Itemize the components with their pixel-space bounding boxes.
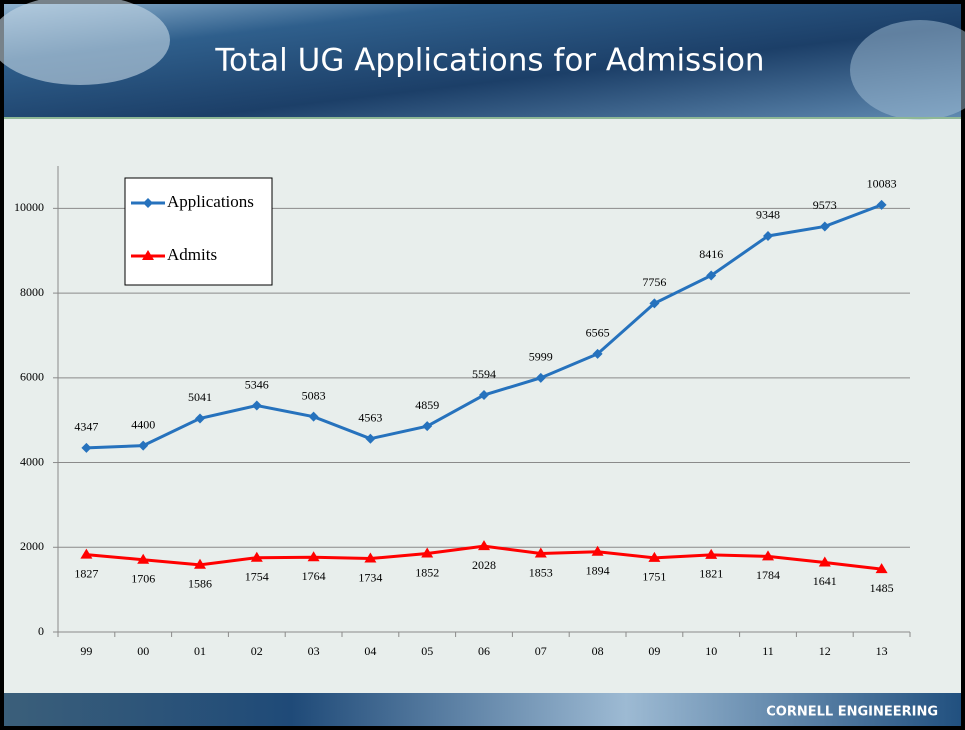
data-label: 1754 bbox=[245, 569, 269, 583]
data-point bbox=[763, 230, 773, 241]
data-label: 5083 bbox=[302, 388, 326, 402]
data-label: 10083 bbox=[867, 177, 897, 191]
data-point bbox=[422, 421, 433, 432]
y-tick-label: 4000 bbox=[20, 454, 44, 468]
data-point bbox=[535, 372, 546, 383]
data-point bbox=[251, 400, 262, 411]
data-label: 5594 bbox=[472, 367, 496, 381]
data-point bbox=[478, 540, 490, 551]
banner-cloud bbox=[850, 20, 965, 120]
data-label: 8416 bbox=[699, 247, 723, 261]
data-label: 9573 bbox=[813, 198, 837, 212]
data-label: 5346 bbox=[245, 377, 269, 391]
y-tick-label: 6000 bbox=[20, 370, 44, 384]
data-label: 1751 bbox=[642, 570, 666, 584]
data-point bbox=[875, 563, 888, 574]
data-point bbox=[194, 558, 206, 569]
data-label: 1784 bbox=[756, 568, 780, 582]
data-label: 4563 bbox=[358, 410, 382, 424]
slide-title: Total UG Applications for Admission bbox=[214, 43, 764, 79]
data-point bbox=[762, 550, 774, 561]
data-point bbox=[706, 270, 717, 281]
y-tick-label: 8000 bbox=[20, 285, 44, 299]
footer-text: CORNELL ENGINEERING bbox=[766, 705, 938, 720]
data-label: 1852 bbox=[415, 565, 439, 579]
data-label: 1706 bbox=[131, 571, 155, 585]
data-point bbox=[649, 298, 660, 309]
x-tick-label: 10 bbox=[705, 644, 717, 658]
data-label: 1827 bbox=[74, 566, 98, 580]
data-label: 1821 bbox=[699, 567, 723, 581]
legend-box bbox=[124, 177, 273, 286]
data-label: 9348 bbox=[756, 208, 780, 222]
data-label: 2028 bbox=[472, 558, 496, 572]
data-label: 1586 bbox=[188, 577, 212, 591]
x-tick-label: 01 bbox=[194, 644, 206, 658]
legend-label: Applications bbox=[167, 192, 254, 211]
data-point bbox=[137, 553, 150, 564]
legend-marker bbox=[143, 198, 153, 208]
x-tick-label: 03 bbox=[308, 644, 320, 658]
x-tick-label: 12 bbox=[819, 644, 831, 658]
x-tick-label: 04 bbox=[364, 644, 376, 658]
data-point bbox=[195, 413, 205, 424]
x-tick-label: 07 bbox=[535, 644, 547, 658]
data-label: 7756 bbox=[642, 275, 666, 289]
x-tick-label: 11 bbox=[762, 644, 774, 658]
x-tick-label: 00 bbox=[137, 644, 149, 658]
data-label: 1734 bbox=[358, 570, 382, 584]
data-point bbox=[876, 199, 887, 210]
data-label: 6565 bbox=[586, 326, 610, 340]
content-bg bbox=[4, 4, 961, 726]
x-tick-label: 09 bbox=[648, 644, 660, 658]
x-tick-label: 13 bbox=[876, 644, 888, 658]
x-tick-label: 02 bbox=[251, 644, 263, 658]
data-point bbox=[648, 551, 661, 562]
x-tick-label: 08 bbox=[592, 644, 604, 658]
data-point bbox=[80, 548, 93, 559]
data-point bbox=[705, 548, 718, 559]
data-label: 1894 bbox=[586, 564, 610, 578]
data-point bbox=[819, 221, 830, 232]
data-point bbox=[592, 348, 603, 359]
data-point bbox=[138, 440, 149, 451]
data-point bbox=[308, 411, 319, 422]
data-point bbox=[365, 433, 376, 444]
data-point bbox=[81, 442, 92, 453]
data-point bbox=[591, 545, 604, 556]
x-tick-label: 06 bbox=[478, 644, 490, 658]
data-label: 1641 bbox=[813, 574, 837, 588]
footer-bar bbox=[4, 693, 961, 726]
data-label: 5999 bbox=[529, 350, 553, 364]
legend-label: Admits bbox=[167, 245, 217, 264]
legend-marker bbox=[142, 250, 154, 260]
y-tick-label: 2000 bbox=[20, 539, 44, 553]
y-tick-label: 10000 bbox=[14, 200, 44, 214]
banner bbox=[4, 4, 961, 117]
data-point bbox=[479, 390, 489, 401]
data-label: 4400 bbox=[131, 417, 155, 431]
data-point bbox=[364, 552, 377, 563]
data-point bbox=[307, 551, 320, 562]
data-label: 5041 bbox=[188, 390, 212, 404]
data-label: 1485 bbox=[870, 581, 894, 595]
data-label: 1853 bbox=[529, 565, 553, 579]
chart: 0 2000 4000 6000 8000 10000 99 00 01 02 03 04 05 06 07… bbox=[14, 166, 911, 658]
x-tick-label: 05 bbox=[421, 644, 433, 658]
data-point bbox=[250, 551, 263, 562]
data-label: 1764 bbox=[302, 569, 326, 583]
data-point bbox=[534, 547, 547, 558]
data-label: 4347 bbox=[74, 420, 98, 434]
x-tick-label: 99 bbox=[80, 644, 92, 658]
data-point bbox=[818, 556, 831, 567]
data-point bbox=[421, 547, 434, 558]
data-label: 4859 bbox=[415, 398, 439, 412]
banner-cloud bbox=[0, 0, 170, 85]
y-tick-label: 0 bbox=[38, 624, 44, 638]
